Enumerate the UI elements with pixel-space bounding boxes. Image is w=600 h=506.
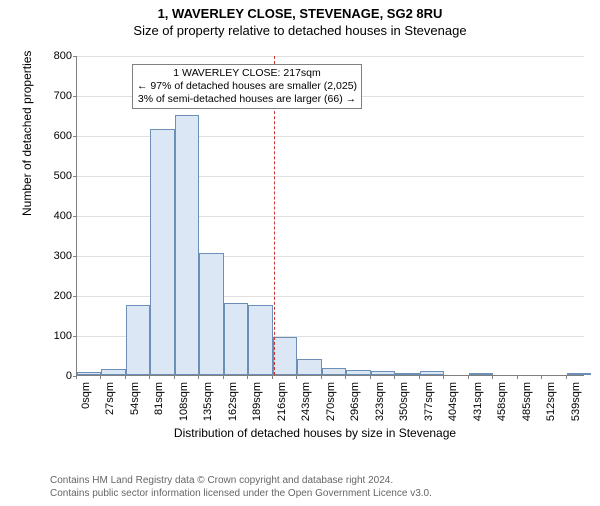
x-tick-label: 135sqm	[202, 382, 214, 421]
x-tick-label: 243sqm	[300, 382, 312, 421]
y-tick-mark	[73, 216, 77, 217]
x-tick-label: 323sqm	[374, 382, 386, 421]
footnote: Contains HM Land Registry data © Crown c…	[50, 475, 432, 500]
histogram-bar	[371, 371, 395, 375]
plot-area: 1 WAVERLEY CLOSE: 217sqm ← 97% of detach…	[76, 56, 584, 376]
x-tick-mark	[296, 375, 297, 379]
x-tick-mark	[370, 375, 371, 379]
y-tick-label: 500	[46, 170, 72, 182]
x-tick-mark	[76, 375, 77, 379]
histogram-bar	[322, 368, 346, 375]
histogram-bar	[150, 129, 174, 375]
x-tick-label: 512sqm	[545, 382, 557, 421]
x-tick-label: 189sqm	[251, 382, 263, 421]
y-tick-label: 800	[46, 50, 72, 62]
x-tick-mark	[419, 375, 420, 379]
y-tick-mark	[73, 256, 77, 257]
histogram-bar	[126, 305, 150, 375]
histogram-bar	[273, 337, 297, 375]
x-tick-mark	[223, 375, 224, 379]
x-tick-label: 108sqm	[178, 382, 190, 421]
y-tick-mark	[73, 56, 77, 57]
x-tick-mark	[492, 375, 493, 379]
annotation-line2: ← 97% of detached houses are smaller (2,…	[137, 80, 357, 93]
histogram-bar	[346, 370, 370, 375]
gridline	[77, 56, 584, 57]
x-tick-mark	[198, 375, 199, 379]
x-tick-mark	[149, 375, 150, 379]
histogram-bar	[395, 373, 419, 375]
y-tick-label: 200	[46, 290, 72, 302]
y-tick-mark	[73, 96, 77, 97]
x-tick-label: 81sqm	[153, 382, 165, 415]
footnote-line2: Contains public sector information licen…	[50, 488, 432, 501]
y-tick-label: 300	[46, 250, 72, 262]
x-axis-label: Distribution of detached houses by size …	[46, 426, 584, 440]
histogram-bar	[224, 303, 248, 375]
annotation-line3: 3% of semi-detached houses are larger (6…	[137, 93, 357, 106]
y-tick-mark	[73, 176, 77, 177]
annotation-box: 1 WAVERLEY CLOSE: 217sqm ← 97% of detach…	[132, 64, 362, 109]
histogram-bar	[567, 373, 591, 375]
histogram-chart: Number of detached properties 1 WAVERLEY…	[46, 56, 584, 406]
y-tick-mark	[73, 296, 77, 297]
y-axis-label: Number of detached properties	[20, 51, 34, 216]
y-tick-mark	[73, 136, 77, 137]
x-tick-mark	[272, 375, 273, 379]
annotation-line1: 1 WAVERLEY CLOSE: 217sqm	[137, 67, 357, 80]
x-tick-label: 404sqm	[447, 382, 459, 421]
x-tick-mark	[443, 375, 444, 379]
x-tick-mark	[566, 375, 567, 379]
x-tick-label: 27sqm	[104, 382, 116, 415]
x-tick-mark	[321, 375, 322, 379]
x-tick-label: 539sqm	[570, 382, 582, 421]
histogram-bar	[469, 373, 493, 375]
histogram-bar	[77, 372, 101, 375]
x-tick-label: 485sqm	[521, 382, 533, 421]
x-tick-label: 431sqm	[472, 382, 484, 421]
x-tick-mark	[541, 375, 542, 379]
y-tick-label: 100	[46, 330, 72, 342]
page-title: 1, WAVERLEY CLOSE, STEVENAGE, SG2 8RU	[0, 6, 600, 21]
footnote-line1: Contains HM Land Registry data © Crown c…	[50, 475, 432, 488]
y-tick-label: 600	[46, 130, 72, 142]
x-tick-mark	[100, 375, 101, 379]
histogram-bar	[175, 115, 199, 375]
histogram-bar	[101, 369, 125, 375]
x-tick-label: 162sqm	[227, 382, 239, 421]
x-tick-mark	[247, 375, 248, 379]
x-tick-label: 350sqm	[398, 382, 410, 421]
y-tick-label: 0	[46, 370, 72, 382]
x-tick-mark	[468, 375, 469, 379]
x-tick-mark	[345, 375, 346, 379]
x-tick-mark	[125, 375, 126, 379]
x-tick-label: 377sqm	[423, 382, 435, 421]
x-tick-mark	[394, 375, 395, 379]
y-tick-mark	[73, 336, 77, 337]
y-tick-label: 700	[46, 90, 72, 102]
page-subtitle: Size of property relative to detached ho…	[0, 23, 600, 38]
histogram-bar	[420, 371, 444, 375]
x-tick-label: 296sqm	[349, 382, 361, 421]
x-tick-label: 216sqm	[276, 382, 288, 421]
y-tick-label: 400	[46, 210, 72, 222]
x-tick-label: 270sqm	[325, 382, 337, 421]
histogram-bar	[199, 253, 223, 375]
x-tick-label: 458sqm	[496, 382, 508, 421]
histogram-bar	[248, 305, 272, 375]
histogram-bar	[297, 359, 321, 375]
x-tick-mark	[174, 375, 175, 379]
x-tick-mark	[517, 375, 518, 379]
x-tick-label: 54sqm	[129, 382, 141, 415]
x-tick-label: 0sqm	[80, 382, 92, 409]
